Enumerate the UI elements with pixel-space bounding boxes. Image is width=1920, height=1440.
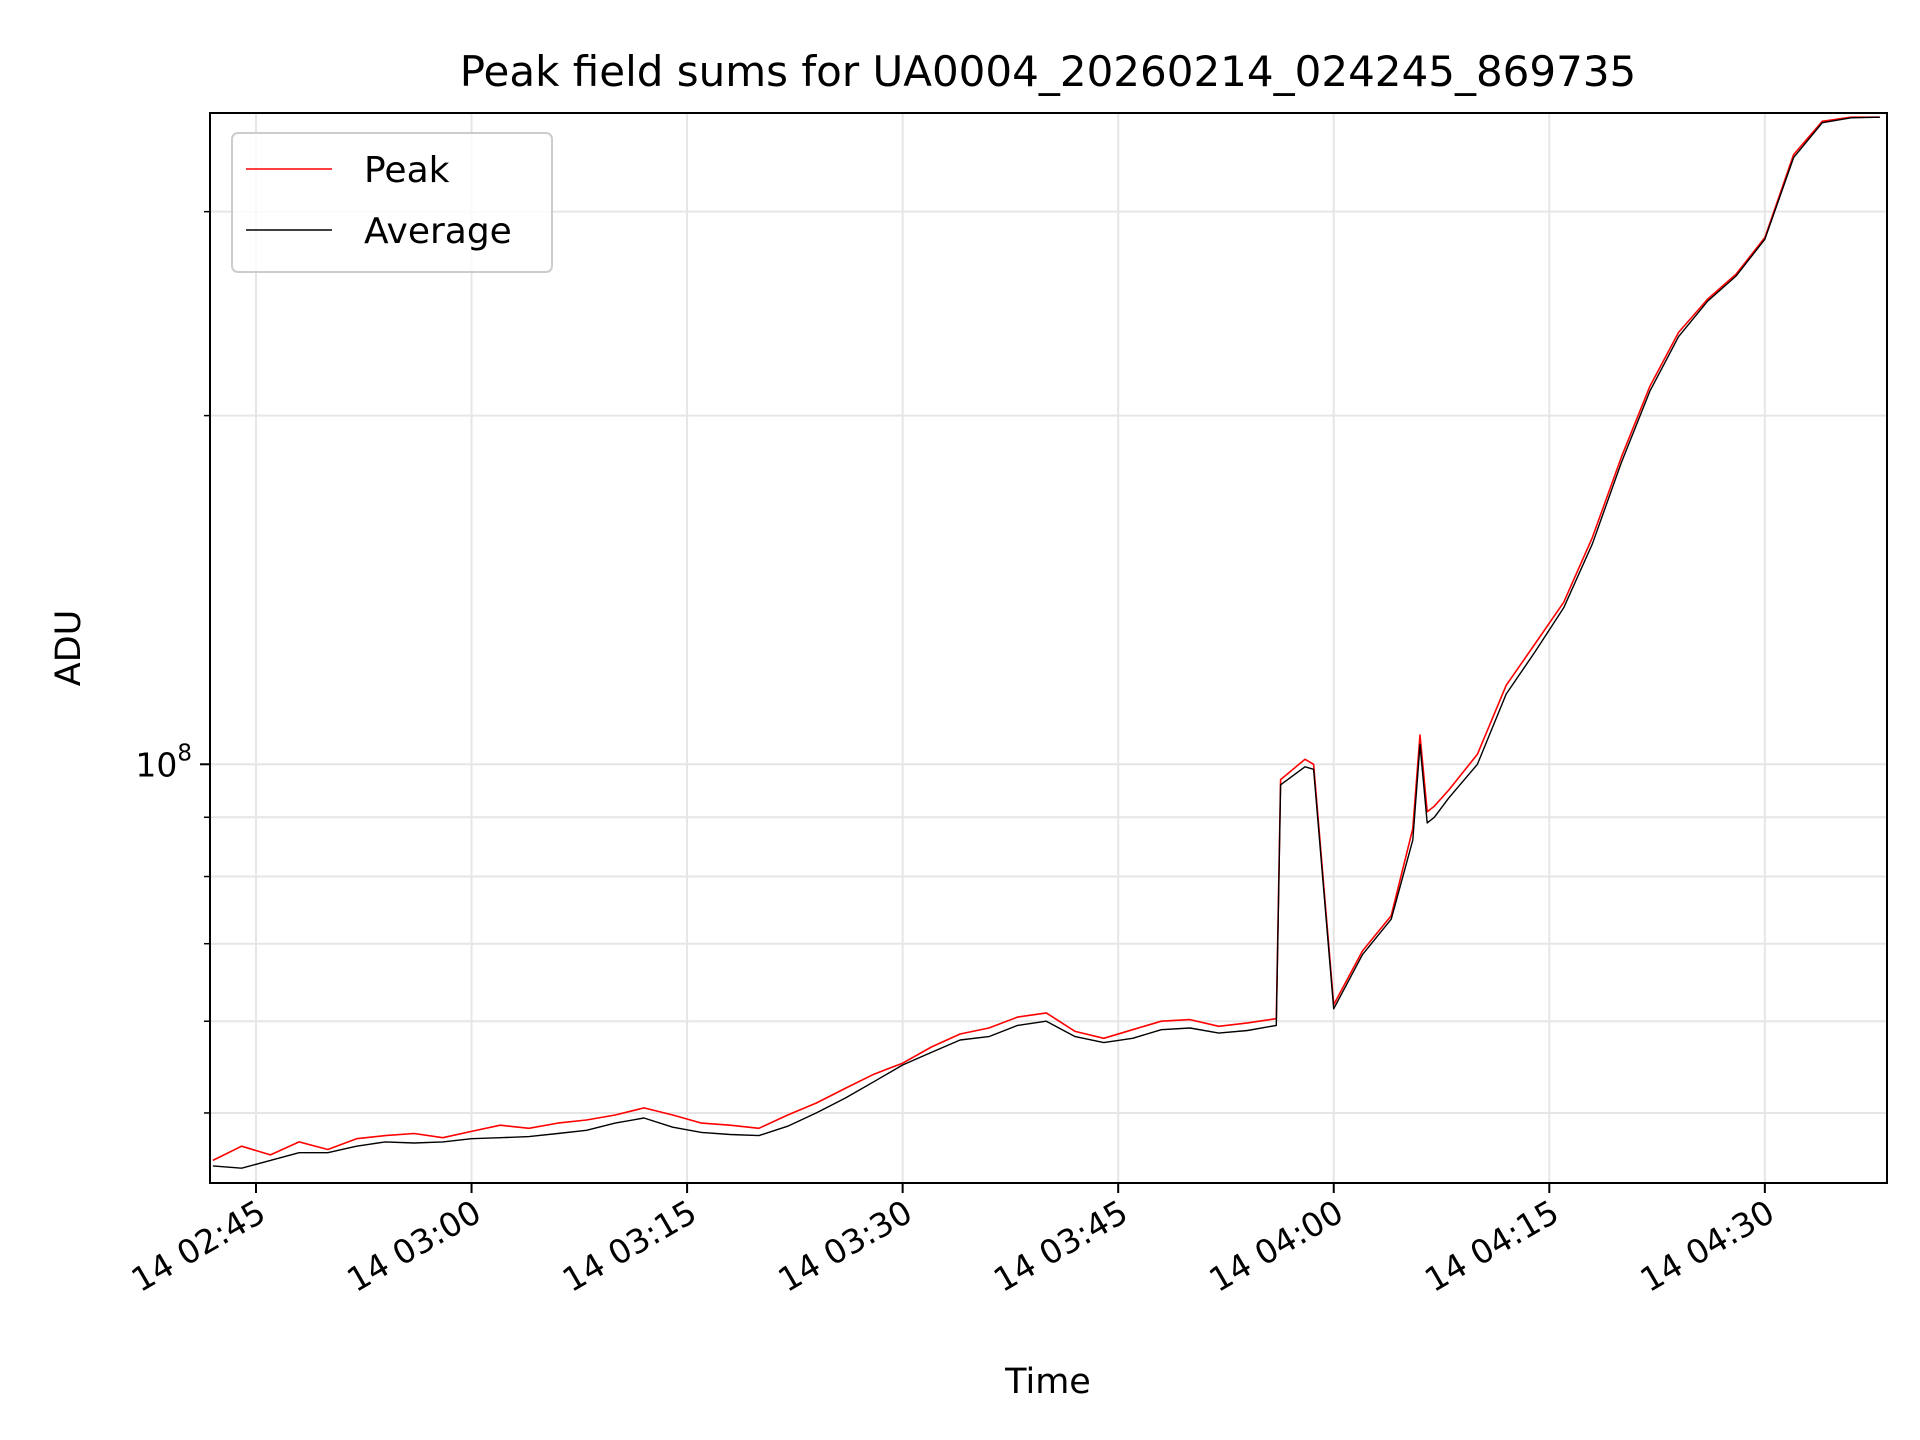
y-axis-label: ADU: [49, 610, 89, 687]
legend: Peak Average: [231, 132, 553, 273]
y-tick-label-0: 108: [135, 740, 192, 784]
y-axis: 108: [135, 210, 210, 1114]
series-line-average: [212, 116, 1880, 1169]
legend-box: [231, 132, 553, 273]
x-axis-label: Time: [1004, 1362, 1091, 1402]
legend-label-peak: Peak: [364, 150, 450, 191]
legend-label-average: Average: [364, 211, 512, 252]
grid: [210, 113, 1887, 1183]
chart-title: Peak field sums for UA0004_20260214_0242…: [460, 47, 1637, 96]
plot-frame: [209, 112, 1888, 1184]
series-layer: [212, 116, 1880, 1169]
series-line-peak: [212, 116, 1880, 1162]
